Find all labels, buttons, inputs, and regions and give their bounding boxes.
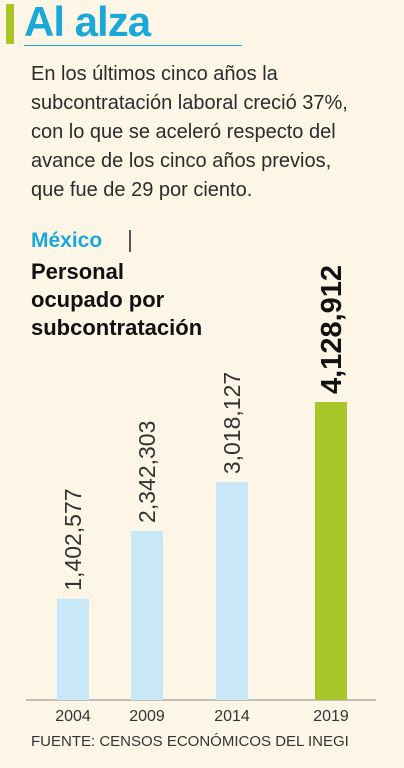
bar-2004: [57, 598, 89, 700]
chart-title-line: subcontratación: [31, 315, 203, 340]
source-note: FUENTE: CENSOS ECONÓMICOS DEL INEGI: [31, 733, 349, 750]
intro-line: En los últimos cinco años la: [31, 63, 278, 85]
category-label-2009: 2009: [129, 708, 165, 725]
category-label-2014: 2014: [214, 708, 250, 725]
intro-line: con lo que se aceleró respecto del: [31, 121, 336, 143]
chart-title-line: ocupado por: [31, 287, 165, 312]
value-label-2004: 1,402,577: [60, 488, 86, 590]
bar-2014: [216, 482, 248, 700]
bar-2009: [131, 530, 163, 700]
value-label-2014: 3,018,127: [219, 372, 245, 474]
intro-line: subcontratación laboral creció 37%,: [31, 92, 348, 114]
chart-title: Personal ocupado por subcontratación: [31, 258, 202, 342]
bar-2019: [315, 402, 347, 700]
intro-line: que fue de 29 por ciento.: [31, 179, 253, 201]
category-label-2004: 2004: [55, 708, 91, 725]
region-separator: [129, 230, 131, 252]
region-label: México: [31, 229, 103, 252]
chart-title-line: Personal: [31, 259, 124, 284]
value-label-2019: 4,128,912: [316, 265, 348, 394]
title-accent-bar: [6, 4, 14, 44]
intro-line: avance de los cinco años previos,: [31, 150, 332, 172]
value-label-2009: 2,342,303: [134, 421, 160, 523]
category-label-2019: 2019: [313, 708, 349, 725]
title-underline: [24, 45, 242, 46]
intro-text: En los últimos cinco años la subcontrata…: [31, 60, 391, 205]
page-title: Al alza: [24, 0, 151, 45]
